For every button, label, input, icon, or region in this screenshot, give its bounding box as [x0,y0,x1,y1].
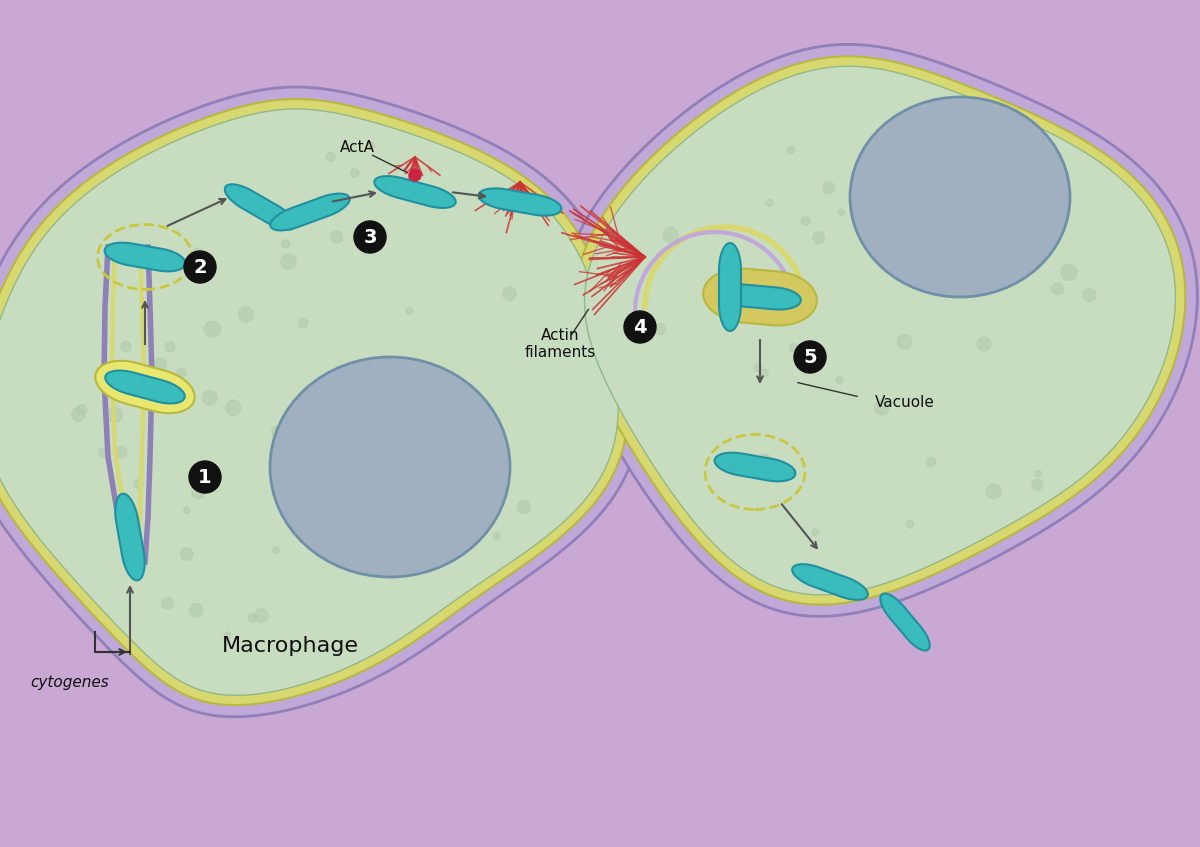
Circle shape [281,254,296,269]
Circle shape [898,335,912,349]
Polygon shape [709,274,811,319]
Circle shape [624,311,656,343]
Polygon shape [563,44,1198,617]
Circle shape [872,202,888,219]
Text: Vacuole: Vacuole [875,395,935,410]
Circle shape [115,498,130,512]
Polygon shape [0,99,629,705]
Circle shape [330,231,342,243]
Circle shape [192,486,205,499]
Text: 1: 1 [198,468,212,486]
Polygon shape [703,268,817,325]
Circle shape [115,446,127,458]
Polygon shape [115,494,145,580]
Circle shape [180,548,193,560]
Text: ActA: ActA [340,140,374,155]
Circle shape [282,240,290,248]
Circle shape [766,199,773,206]
Text: 4: 4 [634,318,647,336]
Circle shape [402,181,414,193]
Circle shape [440,379,446,385]
Text: Actin
filaments: Actin filaments [524,328,595,360]
Circle shape [493,532,500,540]
Circle shape [1032,479,1043,490]
Circle shape [437,498,446,507]
Circle shape [787,147,794,154]
Polygon shape [106,370,185,403]
Circle shape [517,501,530,513]
Circle shape [835,377,842,384]
Polygon shape [104,243,186,271]
Circle shape [107,407,122,423]
Circle shape [654,324,666,335]
Circle shape [906,521,913,528]
Circle shape [936,198,948,210]
Circle shape [431,525,440,534]
Circle shape [1052,283,1063,295]
Circle shape [326,152,335,162]
Circle shape [350,169,359,177]
Polygon shape [719,243,742,331]
Circle shape [911,168,926,183]
Circle shape [761,289,767,295]
Circle shape [812,232,824,244]
Circle shape [194,248,200,255]
Ellipse shape [850,97,1070,297]
Circle shape [354,221,386,253]
Polygon shape [479,188,562,216]
Circle shape [763,458,773,468]
Text: 2: 2 [193,257,206,276]
Polygon shape [95,361,194,413]
Polygon shape [584,66,1176,595]
Circle shape [184,251,216,283]
Circle shape [204,321,221,337]
Circle shape [226,401,241,416]
Polygon shape [0,87,641,717]
Circle shape [761,369,768,377]
Circle shape [162,597,173,609]
Polygon shape [575,56,1186,605]
Polygon shape [270,194,349,230]
Circle shape [272,547,280,554]
Circle shape [758,454,770,467]
Circle shape [875,401,889,415]
Circle shape [190,461,221,493]
Circle shape [98,448,109,457]
Circle shape [986,484,1001,499]
Circle shape [190,604,203,617]
Circle shape [1061,264,1076,280]
Circle shape [802,217,810,225]
Polygon shape [792,564,868,600]
Circle shape [406,307,413,314]
Circle shape [755,364,762,372]
Text: 3: 3 [364,228,377,246]
Ellipse shape [270,357,510,577]
Circle shape [134,479,143,489]
Circle shape [72,407,85,421]
Circle shape [926,457,936,467]
Polygon shape [719,285,800,309]
Circle shape [1036,471,1042,477]
Circle shape [364,459,374,470]
Circle shape [248,613,257,622]
Circle shape [271,427,281,436]
Circle shape [299,318,308,328]
Circle shape [407,468,422,483]
Circle shape [254,609,268,623]
Circle shape [121,341,131,352]
Circle shape [442,435,450,443]
Text: Macrophage: Macrophage [222,636,359,656]
Circle shape [438,462,450,473]
Polygon shape [714,452,796,481]
Circle shape [184,507,190,513]
Circle shape [790,343,798,352]
Circle shape [503,287,516,301]
Polygon shape [0,109,618,695]
Circle shape [794,341,826,373]
Text: 5: 5 [803,347,817,367]
Circle shape [409,169,421,181]
Circle shape [203,390,217,405]
Polygon shape [224,185,295,230]
Circle shape [730,303,745,318]
